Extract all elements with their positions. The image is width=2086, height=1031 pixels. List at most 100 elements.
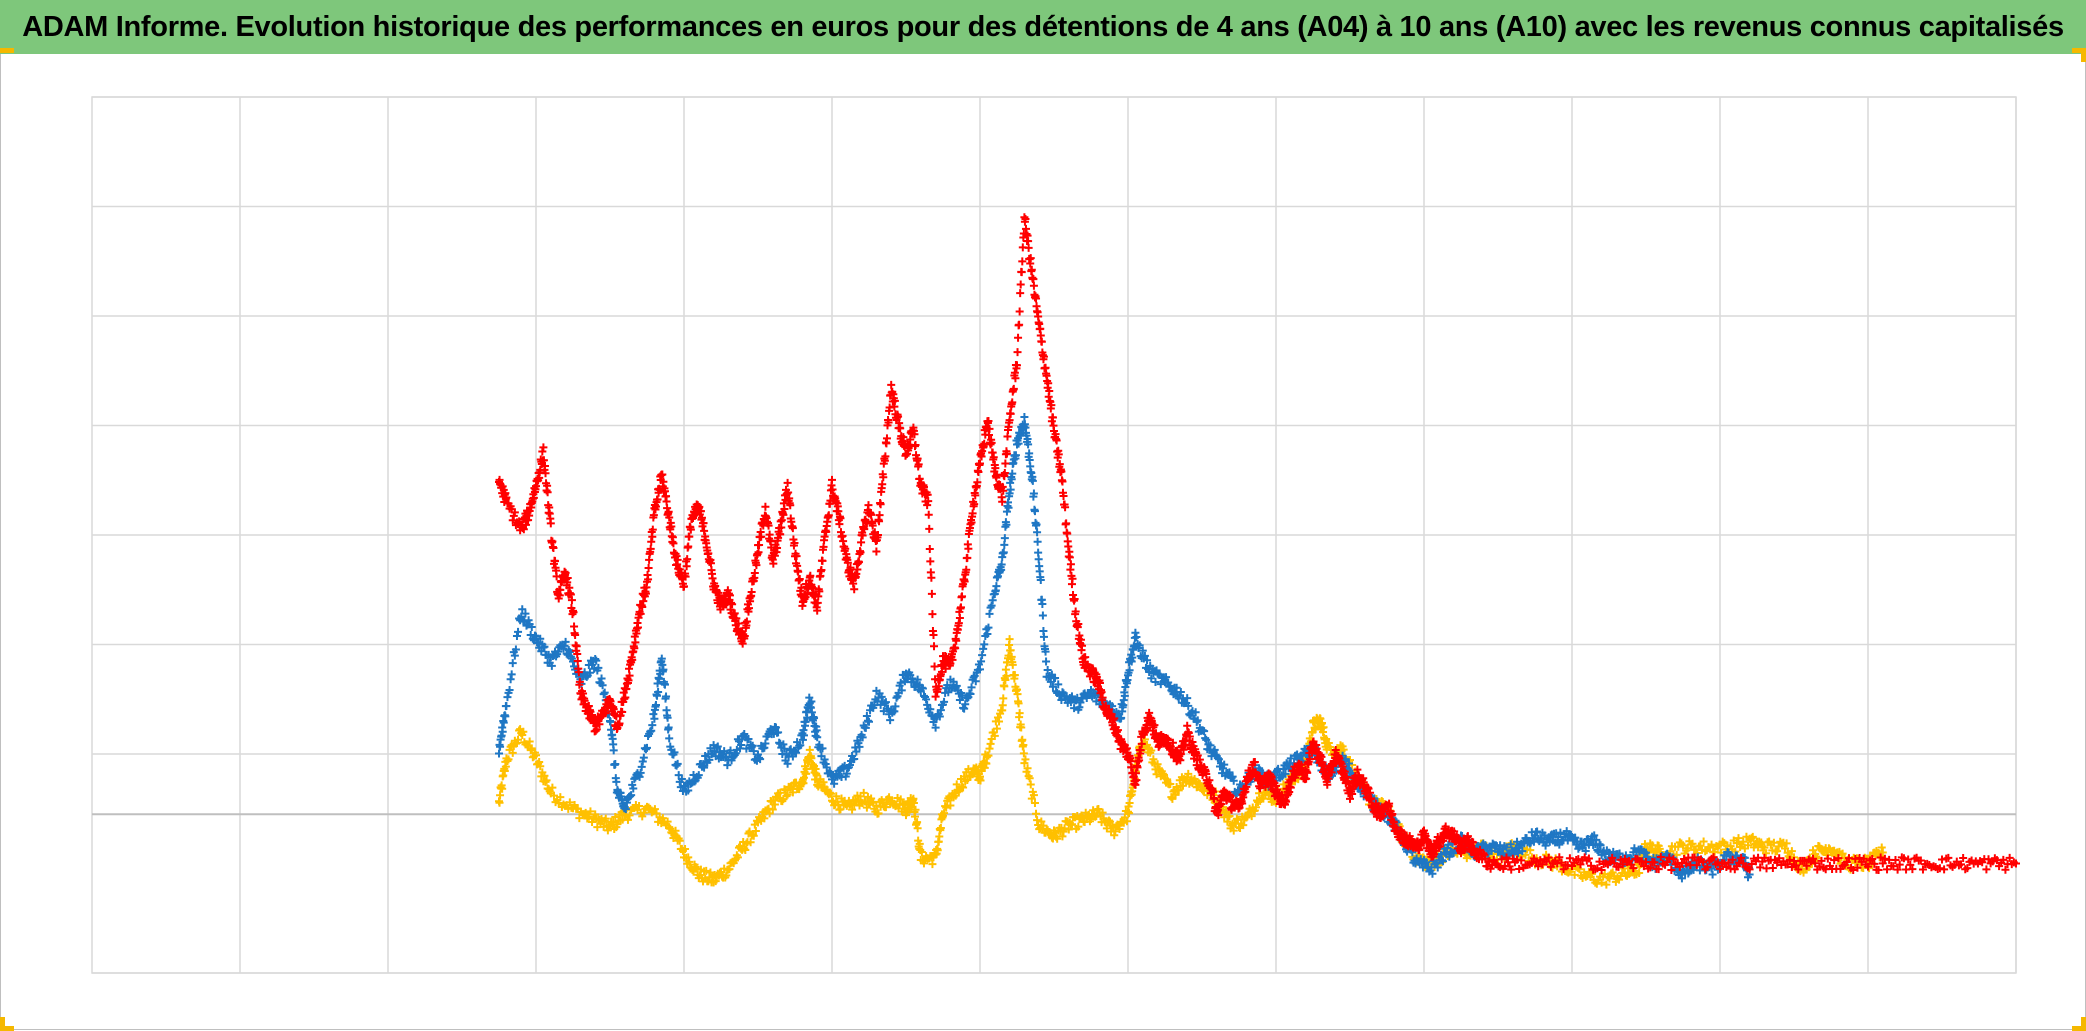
data-point [644,803,653,812]
data-point [955,613,964,622]
data-point [890,396,899,405]
data-point [1151,678,1160,687]
data-point [940,697,949,706]
data-point [826,789,835,798]
data-point [540,771,549,780]
data-point [783,489,792,498]
data-point [812,726,821,735]
data-point [1037,817,1046,826]
data-point [990,731,999,740]
data-point [1058,688,1067,697]
data-point [601,814,610,823]
data-point [514,627,523,636]
data-point [914,460,923,469]
data-point [654,688,663,697]
data-point [519,727,528,736]
data-point [1677,874,1686,883]
data-point [1526,846,1535,855]
data-point [1708,870,1717,879]
data-point [899,800,908,809]
data-point [1022,229,1031,238]
data-point [861,723,870,732]
data-point [728,600,737,609]
data-point [1143,724,1152,733]
data-point [915,474,924,483]
data-point [650,805,659,814]
data-point [1047,401,1056,410]
data-point [536,762,545,771]
data-point [896,678,905,687]
data-point [760,743,769,752]
data-point [807,708,816,717]
data-point [1006,485,1015,494]
data-point [991,464,1000,473]
data-point [532,751,540,760]
data-point [757,532,766,541]
corner-mark-bottom-right [2072,1026,2086,1031]
data-point [783,790,792,799]
data-point [985,744,994,753]
data-point [1102,824,1111,833]
data-point [1149,755,1158,764]
data-point [1734,834,1743,843]
data-point [1026,780,1035,789]
data-point [970,500,979,509]
data-point [801,717,810,726]
data-point [497,731,506,740]
data-point [1033,528,1042,537]
data-point [1061,503,1070,512]
data-point [783,478,792,487]
data-point [992,582,1001,591]
data-point [1319,723,1328,732]
data-point [649,710,658,719]
data-point [1068,574,1077,583]
data-point [892,693,901,702]
data-point [1147,746,1156,755]
data-point [625,664,634,673]
data-point [1029,489,1038,498]
data-point [675,836,684,845]
data-point [896,795,905,804]
data-point [629,784,638,793]
data-point [588,660,597,669]
data-point [628,655,637,664]
data-point [597,674,606,683]
data-point [1015,320,1024,329]
data-point [643,743,651,752]
data-point [1760,843,1769,852]
data-point [565,648,574,657]
data-point [973,478,982,487]
data-point [1781,844,1790,853]
data-point [539,443,548,452]
data-point [601,709,610,718]
data-point [828,475,836,484]
data-point [527,622,536,631]
data-point [1048,413,1057,422]
data-point [1239,821,1248,830]
data-point [1171,790,1180,799]
data-point [649,511,658,520]
data-point [685,532,694,541]
data-point [999,694,1008,703]
data-point [1023,764,1032,773]
data-point [744,734,753,743]
data-point [1039,352,1048,361]
data-point [786,501,795,510]
data-point [1316,714,1325,723]
data-point [841,544,850,553]
data-point [650,714,659,723]
data-point [575,814,584,823]
data-point [1232,814,1241,823]
data-point [653,679,662,688]
data-point [1005,416,1014,425]
data-point [695,502,704,511]
data-point [1213,754,1222,763]
data-point [624,676,633,685]
data-point [1019,740,1028,749]
data-point [987,601,996,610]
data-point [540,642,549,651]
data-point [857,538,866,547]
data-point [924,510,933,519]
data-point [911,805,920,814]
